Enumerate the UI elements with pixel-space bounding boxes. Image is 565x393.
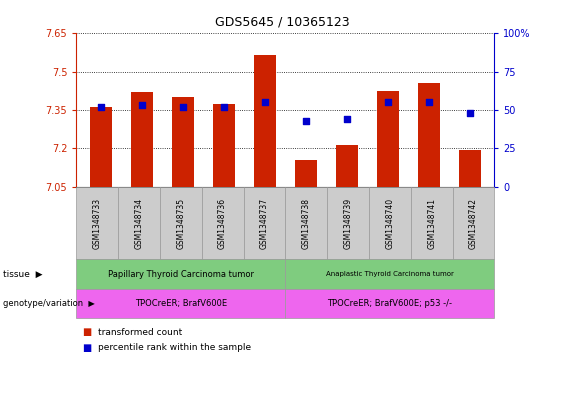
Text: GSM1348741: GSM1348741 bbox=[427, 198, 436, 248]
Text: GSM1348737: GSM1348737 bbox=[260, 197, 269, 249]
Point bbox=[179, 104, 188, 110]
Text: GSM1348735: GSM1348735 bbox=[176, 197, 185, 249]
Text: GSM1348742: GSM1348742 bbox=[469, 198, 478, 248]
Point bbox=[260, 99, 270, 105]
Text: Anaplastic Thyroid Carcinoma tumor: Anaplastic Thyroid Carcinoma tumor bbox=[326, 271, 454, 277]
Point bbox=[219, 104, 228, 110]
Text: GSM1348733: GSM1348733 bbox=[93, 197, 102, 249]
Text: tissue  ▶: tissue ▶ bbox=[3, 270, 42, 279]
Text: GSM1348740: GSM1348740 bbox=[385, 197, 394, 249]
Text: ■: ■ bbox=[82, 343, 91, 353]
Bar bbox=[459, 150, 481, 187]
Text: TPOCreER; BrafV600E: TPOCreER; BrafV600E bbox=[134, 299, 227, 308]
Text: Papillary Thyroid Carcinoma tumor: Papillary Thyroid Carcinoma tumor bbox=[108, 270, 254, 279]
Point bbox=[424, 99, 433, 105]
Text: ■: ■ bbox=[82, 327, 91, 337]
Text: transformed count: transformed count bbox=[98, 328, 182, 336]
Bar bbox=[376, 91, 399, 187]
Bar bbox=[172, 97, 194, 187]
Text: GSM1348736: GSM1348736 bbox=[218, 197, 227, 249]
Bar bbox=[90, 107, 112, 187]
Point bbox=[465, 110, 474, 116]
Point bbox=[97, 104, 106, 110]
Text: GSM1348734: GSM1348734 bbox=[134, 197, 144, 249]
Bar bbox=[212, 104, 235, 187]
Bar bbox=[336, 145, 358, 187]
Point bbox=[137, 102, 146, 108]
Bar bbox=[418, 83, 440, 187]
Point bbox=[383, 99, 392, 105]
Text: GDS5645 / 10365123: GDS5645 / 10365123 bbox=[215, 16, 350, 29]
Text: genotype/variation  ▶: genotype/variation ▶ bbox=[3, 299, 95, 308]
Bar bbox=[254, 55, 276, 187]
Text: percentile rank within the sample: percentile rank within the sample bbox=[98, 343, 251, 352]
Text: TPOCreER; BrafV600E; p53 -/-: TPOCreER; BrafV600E; p53 -/- bbox=[327, 299, 453, 308]
Text: GSM1348738: GSM1348738 bbox=[302, 198, 311, 248]
Point bbox=[342, 116, 351, 122]
Point bbox=[301, 118, 310, 124]
Bar bbox=[294, 160, 317, 187]
Bar bbox=[131, 92, 153, 187]
Text: GSM1348739: GSM1348739 bbox=[344, 197, 353, 249]
